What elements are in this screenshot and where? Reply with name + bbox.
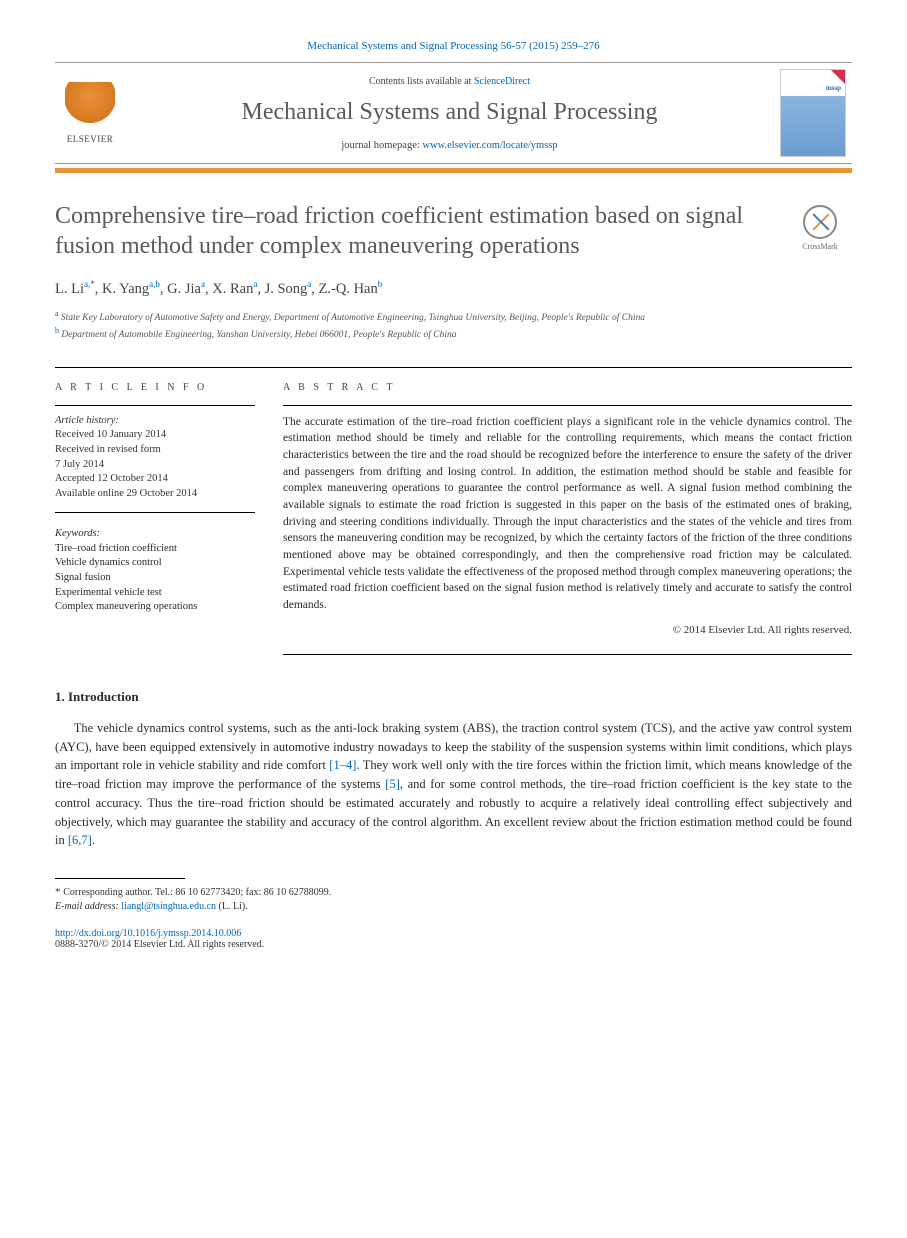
abstract-heading: A B S T R A C T (283, 382, 852, 393)
footnote-ast-icon: * (55, 886, 63, 898)
author-3-aff: a (201, 279, 205, 289)
crossmark-label: CrossMark (802, 242, 838, 251)
crossmark-icon (803, 205, 837, 239)
ref-5[interactable]: [5] (385, 777, 400, 791)
journal-name: Mechanical Systems and Signal Processing (133, 99, 766, 126)
info-abstract-row: A R T I C L E I N F O Article history: R… (55, 367, 852, 655)
received-date: Received 10 January 2014 (55, 428, 255, 443)
orange-divider (55, 168, 852, 173)
author-5: J. Song (265, 281, 308, 297)
page: Mechanical Systems and Signal Processing… (0, 0, 907, 980)
footnote-rule (55, 878, 185, 879)
homepage-line: journal homepage: www.elsevier.com/locat… (133, 140, 766, 151)
article-history: Article history: Received 10 January 201… (55, 414, 255, 502)
email-suffix: (L. Li). (216, 901, 248, 912)
abstract-bottom-rule (283, 654, 852, 655)
contents-prefix: Contents lists available at (369, 76, 474, 87)
online-date: Available online 29 October 2014 (55, 487, 255, 502)
abstract-col: A B S T R A C T The accurate estimation … (283, 368, 852, 655)
corr-email[interactable]: liangl@tsinghua.edu.cn (121, 901, 216, 912)
author-6-aff: b (378, 279, 383, 289)
article-title: Comprehensive tire–road friction coeffic… (55, 201, 772, 261)
author-2: K. Yang (102, 281, 149, 297)
ref-6-7[interactable]: [6,7] (68, 833, 92, 847)
homepage-prefix: journal homepage: (341, 140, 422, 151)
history-label: Article history: (55, 414, 255, 429)
ref-1-4[interactable]: [1–4] (329, 758, 356, 772)
citation-line: Mechanical Systems and Signal Processing… (55, 40, 852, 52)
affiliation-a: a State Key Laboratory of Automotive Saf… (55, 308, 852, 325)
info-rule (55, 405, 255, 406)
corr-author-text: Corresponding author. Tel.: 86 10 627734… (63, 887, 331, 898)
cover-mssp-label: mssp (826, 84, 841, 92)
intro-p1d: . (92, 833, 95, 847)
author-1-corr: * (90, 279, 95, 289)
abstract-text: The accurate estimation of the tire–road… (283, 414, 852, 614)
affiliation-b: b Department of Automobile Engineering, … (55, 325, 852, 342)
keywords-label: Keywords: (55, 527, 255, 542)
author-1: L. Li (55, 281, 84, 297)
article-info-heading: A R T I C L E I N F O (55, 382, 255, 393)
contents-line: Contents lists available at ScienceDirec… (133, 76, 766, 87)
issn-copyright: 0888-3270/© 2014 Elsevier Ltd. All right… (55, 939, 852, 950)
doi-link[interactable]: http://dx.doi.org/10.1016/j.ymssp.2014.1… (55, 928, 852, 939)
affiliations: a State Key Laboratory of Automotive Saf… (55, 308, 852, 343)
journal-cover: mssp (774, 63, 852, 163)
header-center: Contents lists available at ScienceDirec… (125, 63, 774, 163)
authors-line: L. Lia,*, K. Yanga,b, G. Jiaa, X. Rana, … (55, 279, 852, 298)
keyword-1: Tire–road friction coefficient (55, 542, 255, 557)
author-5-aff: a (307, 279, 311, 289)
keyword-2: Vehicle dynamics control (55, 556, 255, 571)
author-4: X. Ran (212, 281, 253, 297)
keyword-3: Signal fusion (55, 571, 255, 586)
crossmark-badge[interactable]: CrossMark (788, 201, 852, 251)
aff-a-text: State Key Laboratory of Automotive Safet… (59, 313, 645, 323)
keywords-block: Keywords: Tire–road friction coefficient… (55, 527, 255, 615)
article-info-col: A R T I C L E I N F O Article history: R… (55, 368, 255, 655)
abstract-copyright: © 2014 Elsevier Ltd. All rights reserved… (283, 624, 852, 636)
cover-image: mssp (780, 69, 846, 157)
author-4-aff: a (253, 279, 257, 289)
elsevier-logo: ELSEVIER (55, 63, 125, 163)
homepage-url[interactable]: www.elsevier.com/locate/ymssp (422, 140, 557, 151)
accepted-date: Accepted 12 October 2014 (55, 472, 255, 487)
elsevier-label: ELSEVIER (67, 134, 114, 144)
intro-paragraph-1: The vehicle dynamics control systems, su… (55, 719, 852, 850)
keyword-5: Complex maneuvering operations (55, 600, 255, 615)
sciencedirect-link[interactable]: ScienceDirect (474, 76, 530, 87)
corresponding-footnote: * Corresponding author. Tel.: 86 10 6277… (55, 885, 852, 914)
elsevier-tree-icon (65, 82, 115, 132)
title-row: Comprehensive tire–road friction coeffic… (55, 201, 852, 261)
email-label: E-mail address: (55, 901, 121, 912)
abstract-rule (283, 405, 852, 406)
keyword-4: Experimental vehicle test (55, 586, 255, 601)
aff-b-text: Department of Automobile Engineering, Ya… (59, 330, 457, 340)
author-2-aff: a,b (149, 279, 160, 289)
author-6: Z.-Q. Han (319, 281, 378, 297)
revised-line2: 7 July 2014 (55, 458, 255, 473)
revised-line1: Received in revised form (55, 443, 255, 458)
keywords-rule (55, 512, 255, 513)
author-3: G. Jia (167, 281, 201, 297)
journal-header: ELSEVIER Contents lists available at Sci… (55, 62, 852, 164)
section-1-heading: 1. Introduction (55, 689, 852, 705)
